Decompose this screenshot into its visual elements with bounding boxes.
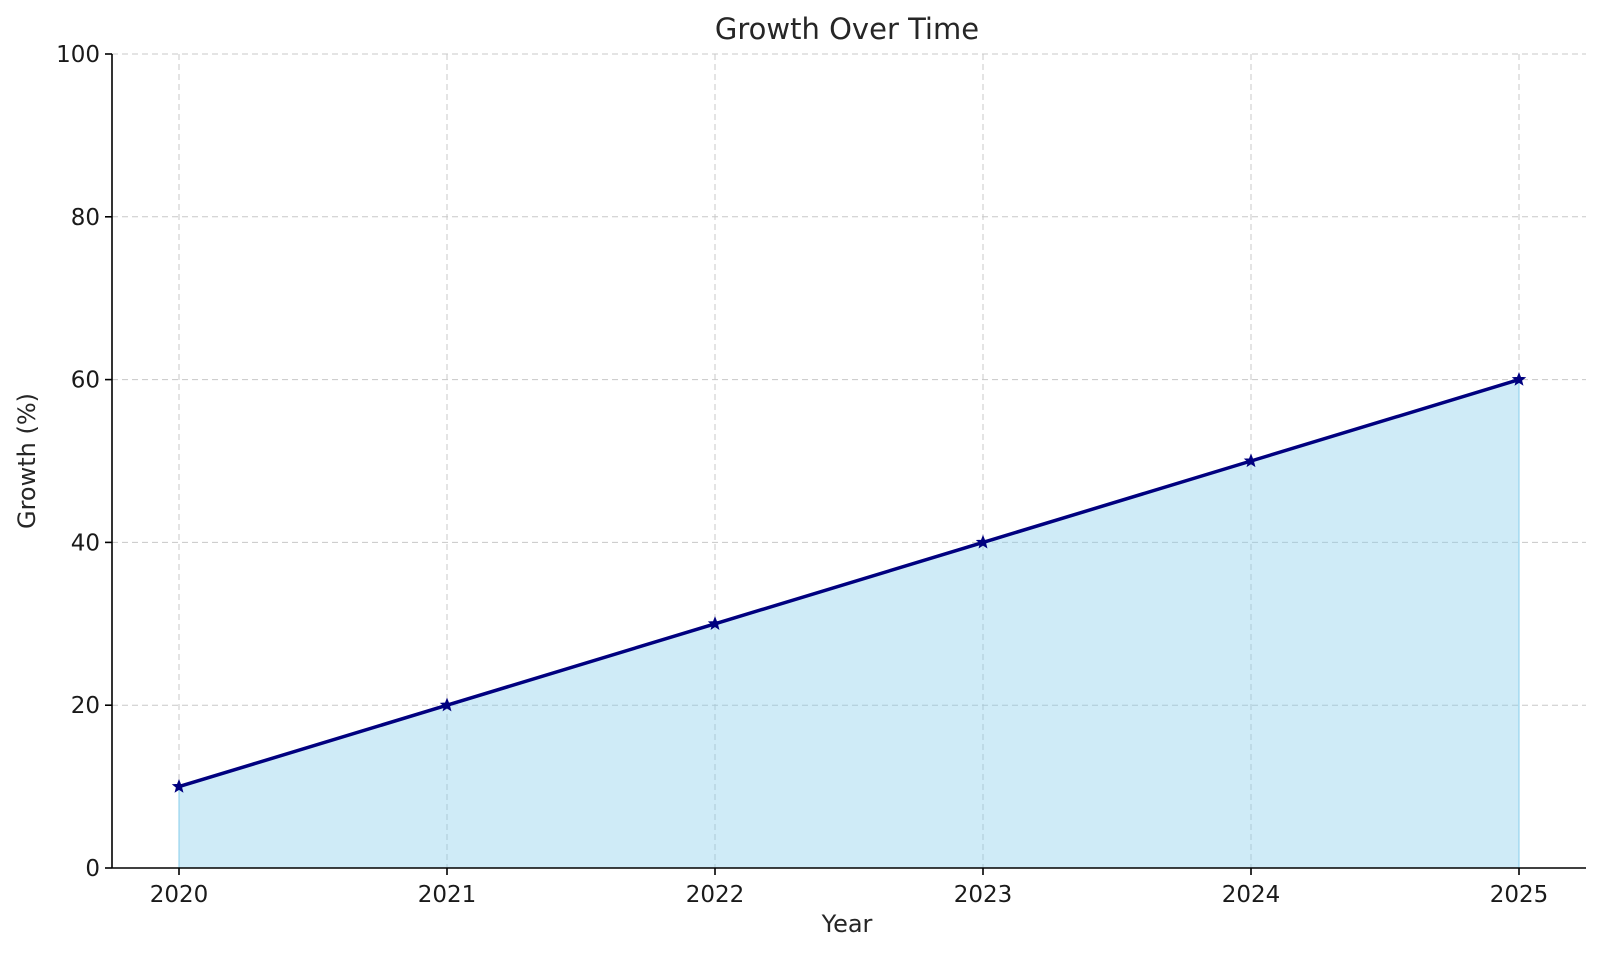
x-tick-label: 2025	[1490, 882, 1549, 908]
area-layer	[178, 378, 1520, 869]
series-area	[178, 378, 1520, 869]
x-tick-label: 2023	[954, 882, 1013, 908]
data-point	[707, 616, 723, 630]
y-tick-label: 80	[71, 205, 100, 231]
x-tick-label: 2021	[418, 882, 477, 908]
y-tick-label: 40	[71, 530, 100, 556]
x-tick-label: 2024	[1222, 882, 1281, 908]
data-point	[975, 534, 991, 549]
line-layer	[171, 371, 1527, 793]
x-axis-label: Year	[821, 910, 873, 938]
y-tick-label: 0	[85, 856, 100, 882]
y-axis-label: Growth (%)	[13, 393, 41, 529]
data-point	[439, 697, 455, 712]
data-point	[1511, 371, 1527, 386]
x-tick-label: 2020	[150, 882, 209, 908]
data-point	[171, 778, 187, 793]
axes: 2020 2021 2022 2023 2024 2025 0 20 40 60 80 100	[56, 42, 1586, 908]
x-tick-label: 2022	[686, 882, 745, 908]
y-tick-label: 20	[71, 693, 100, 719]
y-tick-label: 60	[71, 368, 100, 394]
y-tick-label: 100	[56, 42, 100, 68]
series-line	[178, 377, 1520, 789]
data-point	[1243, 453, 1259, 468]
chart-title: Growth Over Time	[715, 12, 979, 46]
grid-lines	[112, 53, 1586, 868]
